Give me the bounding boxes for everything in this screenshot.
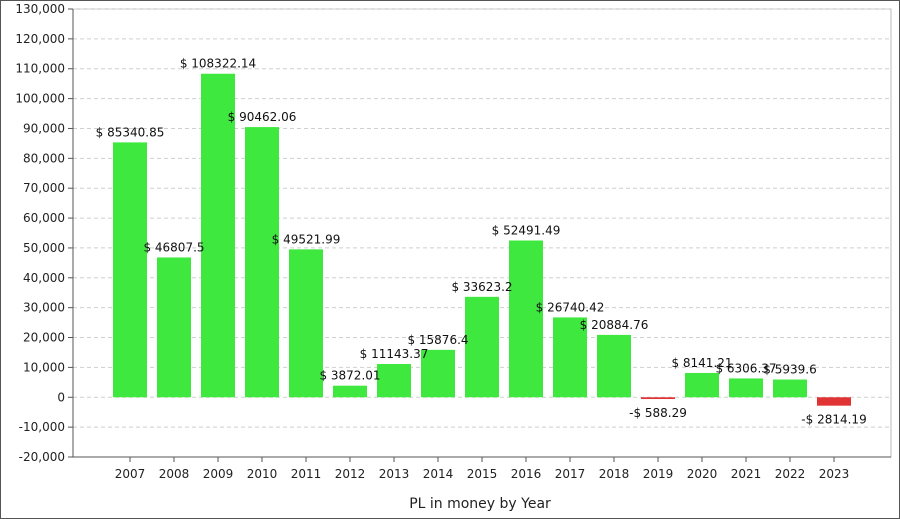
bar-2014	[421, 349, 455, 398]
x-tick-label: 2012	[335, 467, 366, 481]
x-tick-label: 2007	[115, 467, 146, 481]
y-tick-label: 40,000	[23, 271, 65, 285]
bar-2011	[289, 249, 323, 398]
bar-2017	[553, 317, 587, 398]
data-label-2021: $ 6306.37	[715, 361, 776, 375]
data-label-2012: $ 3872.01	[319, 369, 380, 383]
data-label-2007: $ 85340.85	[96, 125, 165, 139]
x-tick-label: 2018	[599, 467, 630, 481]
bar-2019	[641, 397, 675, 400]
bar-2007	[113, 142, 147, 398]
y-tick-label: 90,000	[23, 121, 65, 135]
x-tick-label: 2020	[687, 467, 718, 481]
x-tick-label: 2019	[643, 467, 674, 481]
bar-2013	[377, 363, 411, 398]
bar-2023	[817, 397, 851, 406]
y-tick-label: 50,000	[23, 241, 65, 255]
data-label-2010: $ 90462.06	[228, 110, 297, 124]
data-label-2022: $ 5939.6	[763, 363, 816, 377]
data-label-2015: $ 33623.2	[451, 280, 512, 294]
y-axis-ticks: -20,000 -10,000 0 10,000 20,000 30,000 40,000 5…	[15, 2, 65, 464]
bar-2021	[729, 378, 763, 398]
bar-2022	[773, 379, 807, 398]
x-tick-label: 2023	[819, 467, 850, 481]
x-tick-label: 2022	[775, 467, 806, 481]
data-label-2014: $ 15876.4	[407, 333, 468, 347]
bar-2009	[201, 73, 235, 398]
x-tick-label: 2014	[423, 467, 454, 481]
x-tick-label: 2016	[511, 467, 542, 481]
data-label-2009: $ 108322.14	[180, 57, 256, 71]
y-tick-label: 60,000	[23, 211, 65, 225]
y-tick-label: 100,000	[15, 92, 65, 106]
y-tick-label: -10,000	[19, 420, 65, 434]
x-tick-label: 2009	[203, 467, 234, 481]
data-label-2011: $ 49521.99	[272, 232, 341, 246]
data-label-2018: $ 20884.76	[580, 318, 649, 332]
bars	[113, 73, 851, 406]
data-label-2020: $ 8141.21	[671, 356, 732, 370]
data-label-2008: $ 46807.5	[143, 240, 204, 254]
bar-2015	[465, 296, 499, 398]
y-tick-label: 80,000	[23, 151, 65, 165]
y-tick-label: 70,000	[23, 181, 65, 195]
y-tick-label: 30,000	[23, 301, 65, 315]
bar-2008	[157, 257, 191, 398]
y-tick-label: 10,000	[23, 360, 65, 374]
data-label-2019: -$ 588.29	[629, 406, 687, 420]
x-tick-label: 2021	[731, 467, 762, 481]
y-tick-label: 20,000	[23, 331, 65, 345]
x-tick-label: 2008	[159, 467, 190, 481]
y-tick-label: 110,000	[15, 62, 65, 76]
bar-2020	[685, 372, 719, 398]
bar-2012	[333, 385, 367, 398]
y-tick-label: 130,000	[15, 2, 65, 16]
data-label-2016: $ 52491.49	[492, 223, 561, 237]
data-label-2023: -$ 2814.19	[801, 413, 866, 427]
data-label-2013: $ 11143.37	[360, 347, 429, 361]
x-tick-label: 2015	[467, 467, 498, 481]
bar-2016	[509, 240, 543, 398]
x-tick-label: 2013	[379, 467, 410, 481]
axes	[68, 8, 891, 462]
y-tick-label: 0	[57, 390, 65, 404]
x-tick-label: 2017	[555, 467, 586, 481]
y-tick-label: -20,000	[19, 450, 65, 464]
y-tick-label: 120,000	[15, 32, 65, 46]
x-tick-label: 2011	[291, 467, 322, 481]
data-label-2017: $ 26740.42	[536, 300, 605, 314]
data-labels: $ 85340.85 $ 46807.5 $ 108322.14 $ 90462.06…	[96, 57, 867, 427]
x-axis-ticks: 2007 2008 2009 2010 2011 2012 2013 2014 2015 2016…	[115, 467, 850, 481]
x-axis-label: PL in money by Year	[409, 496, 551, 512]
bar-2010	[245, 127, 279, 398]
x-tick-label: 2010	[247, 467, 278, 481]
bar-2018	[597, 334, 631, 398]
